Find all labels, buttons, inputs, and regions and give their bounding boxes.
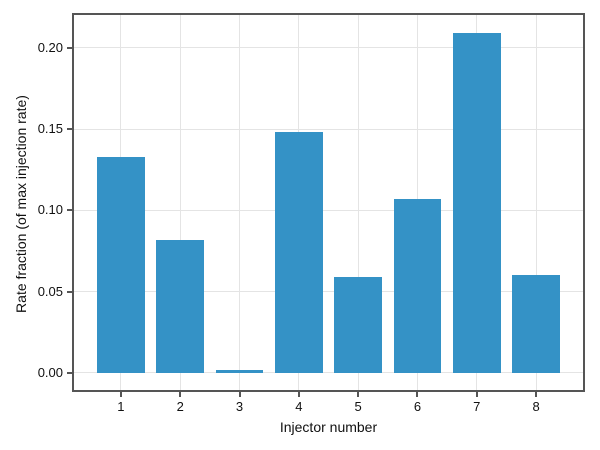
y-gridline bbox=[74, 47, 583, 49]
y-tick-mark bbox=[67, 128, 72, 131]
bar bbox=[453, 33, 501, 373]
bar bbox=[393, 199, 442, 373]
bar bbox=[215, 369, 264, 373]
bar bbox=[275, 132, 323, 373]
y-tick-mark bbox=[67, 290, 72, 293]
x-tick-mark bbox=[297, 392, 300, 397]
x-tick-label: 2 bbox=[176, 399, 184, 414]
x-gridline bbox=[357, 15, 359, 390]
y-tick-label: 0.10 bbox=[37, 202, 63, 218]
x-gridline bbox=[179, 15, 181, 390]
y-tick-mark bbox=[67, 371, 72, 374]
x-axis-label: Injector number bbox=[279, 419, 378, 435]
x-gridline bbox=[239, 15, 240, 390]
axes-spines bbox=[72, 13, 585, 392]
x-tick-mark bbox=[416, 392, 419, 397]
plot-area bbox=[72, 13, 585, 392]
y-gridline bbox=[74, 372, 583, 374]
x-tick-label: 4 bbox=[295, 399, 303, 414]
x-tick-mark bbox=[238, 392, 241, 397]
x-tick-label: 3 bbox=[235, 399, 244, 414]
y-tick-label: 0.05 bbox=[37, 283, 63, 299]
y-tick-label: 0.15 bbox=[37, 121, 63, 137]
x-tick-label: 6 bbox=[413, 399, 422, 414]
x-tick-label: 5 bbox=[354, 399, 362, 414]
y-gridline bbox=[74, 209, 583, 211]
x-tick-mark bbox=[357, 392, 360, 397]
y-tick-label: 0.20 bbox=[37, 39, 63, 55]
y-tick-label: 0.00 bbox=[37, 364, 63, 380]
x-tick-mark bbox=[535, 392, 538, 397]
x-gridline bbox=[535, 15, 537, 390]
y-gridline bbox=[74, 128, 583, 130]
bar bbox=[97, 156, 145, 373]
y-tick-mark bbox=[67, 209, 72, 212]
x-tick-mark bbox=[179, 392, 182, 397]
x-tick-label: 1 bbox=[117, 399, 125, 414]
x-tick-mark bbox=[119, 392, 122, 397]
x-tick-label: 8 bbox=[532, 399, 540, 414]
y-tick-mark bbox=[67, 46, 72, 49]
bar bbox=[334, 277, 382, 373]
x-tick-label: 7 bbox=[473, 399, 481, 414]
y-gridline bbox=[74, 291, 583, 293]
bar bbox=[156, 239, 204, 373]
bar bbox=[512, 275, 560, 373]
x-tick-mark bbox=[475, 392, 478, 397]
